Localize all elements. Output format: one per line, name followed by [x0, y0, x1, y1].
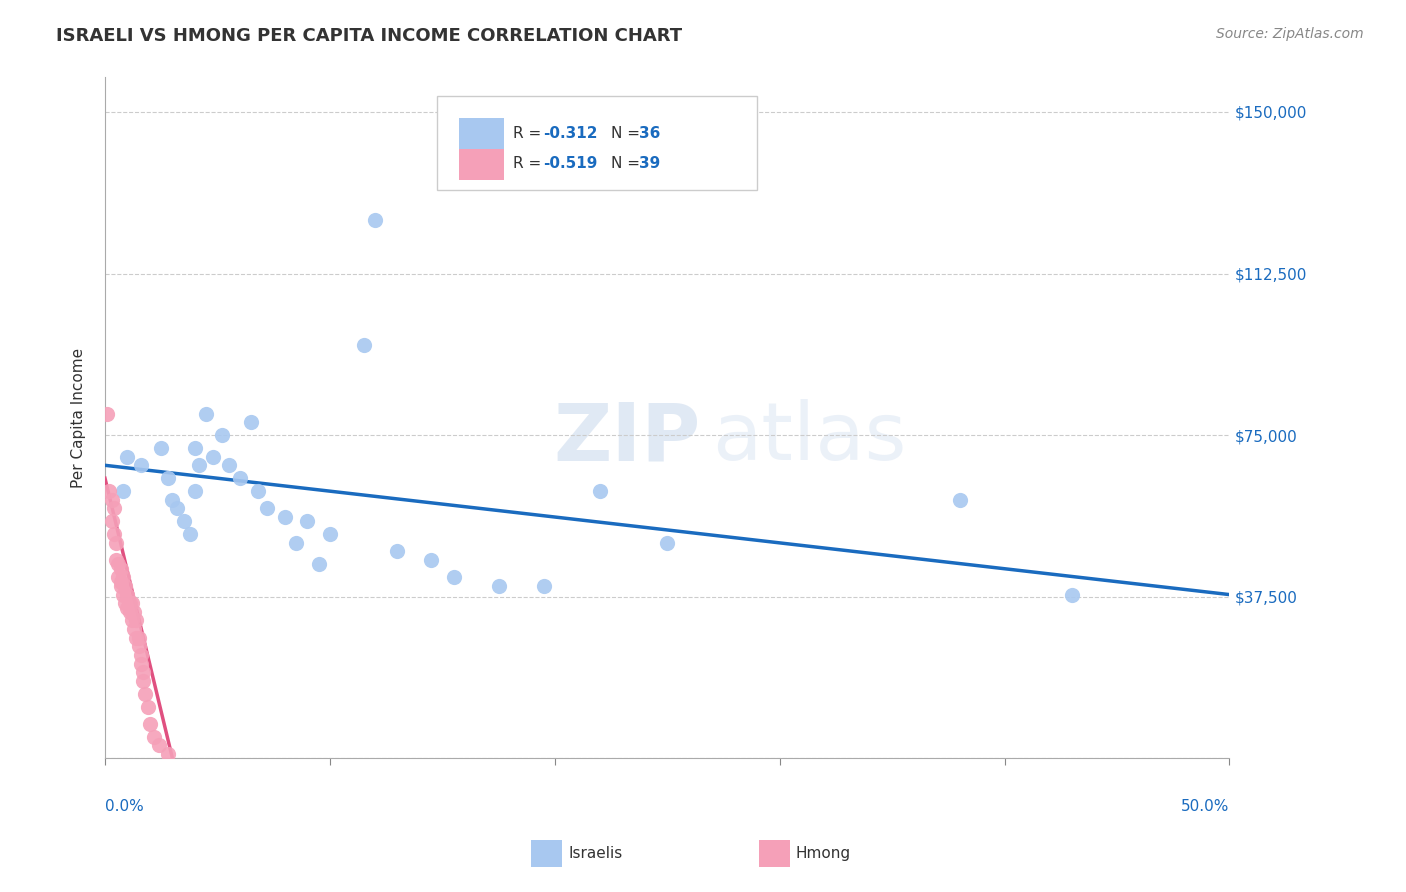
Point: [110, 574, 132, 589]
Point: [121, 614, 143, 628]
Point: [129, 657, 152, 671]
Point: [105, 536, 128, 550]
Point: [211, 428, 233, 442]
Text: 50.0%: 50.0%: [1181, 799, 1229, 814]
Point: [117, 450, 139, 464]
Point: [162, 492, 184, 507]
Point: [150, 441, 173, 455]
Point: [103, 501, 125, 516]
Point: [229, 471, 252, 485]
Text: 39: 39: [640, 156, 661, 171]
Point: [246, 484, 269, 499]
Text: ISRAELI VS HMONG PER CAPITA INCOME CORRELATION CHART: ISRAELI VS HMONG PER CAPITA INCOME CORRE…: [56, 27, 682, 45]
Point: [353, 337, 375, 351]
Point: [111, 570, 134, 584]
Point: [657, 536, 679, 550]
Point: [184, 441, 207, 455]
Point: [128, 640, 150, 654]
Point: [201, 450, 224, 464]
Point: [114, 579, 136, 593]
Text: -0.519: -0.519: [544, 156, 598, 171]
Point: [364, 212, 387, 227]
Point: [111, 484, 134, 499]
Text: Source: ZipAtlas.com: Source: ZipAtlas.com: [1216, 27, 1364, 41]
Point: [533, 579, 555, 593]
Point: [240, 415, 263, 429]
Point: [948, 492, 970, 507]
Point: [319, 527, 342, 541]
Point: [117, 600, 139, 615]
Point: [443, 570, 465, 584]
Point: [118, 596, 141, 610]
Point: [110, 579, 132, 593]
Point: [105, 553, 128, 567]
Text: Israelis: Israelis: [568, 847, 623, 861]
Text: ZIP: ZIP: [554, 400, 702, 477]
Point: [121, 596, 143, 610]
Point: [129, 458, 152, 473]
Point: [1060, 588, 1083, 602]
Point: [184, 484, 207, 499]
Point: [148, 739, 170, 753]
Point: [589, 484, 612, 499]
Point: [166, 501, 188, 516]
Point: [125, 614, 148, 628]
Point: [387, 544, 409, 558]
Text: Hmong: Hmong: [796, 847, 851, 861]
Text: 36: 36: [640, 126, 661, 141]
Bar: [460, 119, 505, 149]
Point: [156, 471, 179, 485]
Point: [285, 536, 308, 550]
Point: [420, 553, 443, 567]
Y-axis label: Per Capita Income: Per Capita Income: [72, 348, 86, 488]
Point: [132, 673, 155, 688]
Point: [132, 665, 155, 680]
Point: [195, 407, 218, 421]
Point: [96, 407, 118, 421]
Point: [308, 558, 330, 572]
Point: [118, 605, 141, 619]
Text: -0.312: -0.312: [544, 126, 598, 141]
Text: atlas: atlas: [713, 400, 907, 477]
Point: [114, 596, 136, 610]
Point: [103, 527, 125, 541]
Text: R =: R =: [513, 156, 547, 171]
Point: [128, 631, 150, 645]
Point: [129, 648, 152, 662]
Point: [98, 484, 121, 499]
Point: [111, 588, 134, 602]
Point: [134, 687, 156, 701]
Point: [100, 514, 122, 528]
Text: N =: N =: [612, 126, 645, 141]
Text: 0.0%: 0.0%: [105, 799, 143, 814]
Point: [122, 605, 145, 619]
Text: N =: N =: [612, 156, 645, 171]
Point: [139, 717, 162, 731]
Point: [188, 458, 211, 473]
Point: [136, 699, 159, 714]
Point: [100, 492, 122, 507]
Bar: [460, 149, 505, 179]
Point: [117, 588, 139, 602]
Point: [156, 747, 179, 761]
Point: [125, 631, 148, 645]
Point: [173, 514, 195, 528]
Point: [256, 501, 278, 516]
Point: [179, 527, 201, 541]
Point: [110, 562, 132, 576]
Point: [297, 514, 319, 528]
Point: [143, 730, 166, 744]
Text: R =: R =: [513, 126, 547, 141]
Point: [218, 458, 240, 473]
Point: [107, 570, 129, 584]
Point: [122, 622, 145, 636]
Point: [107, 558, 129, 572]
FancyBboxPatch shape: [437, 95, 758, 190]
Point: [274, 510, 297, 524]
Point: [488, 579, 510, 593]
